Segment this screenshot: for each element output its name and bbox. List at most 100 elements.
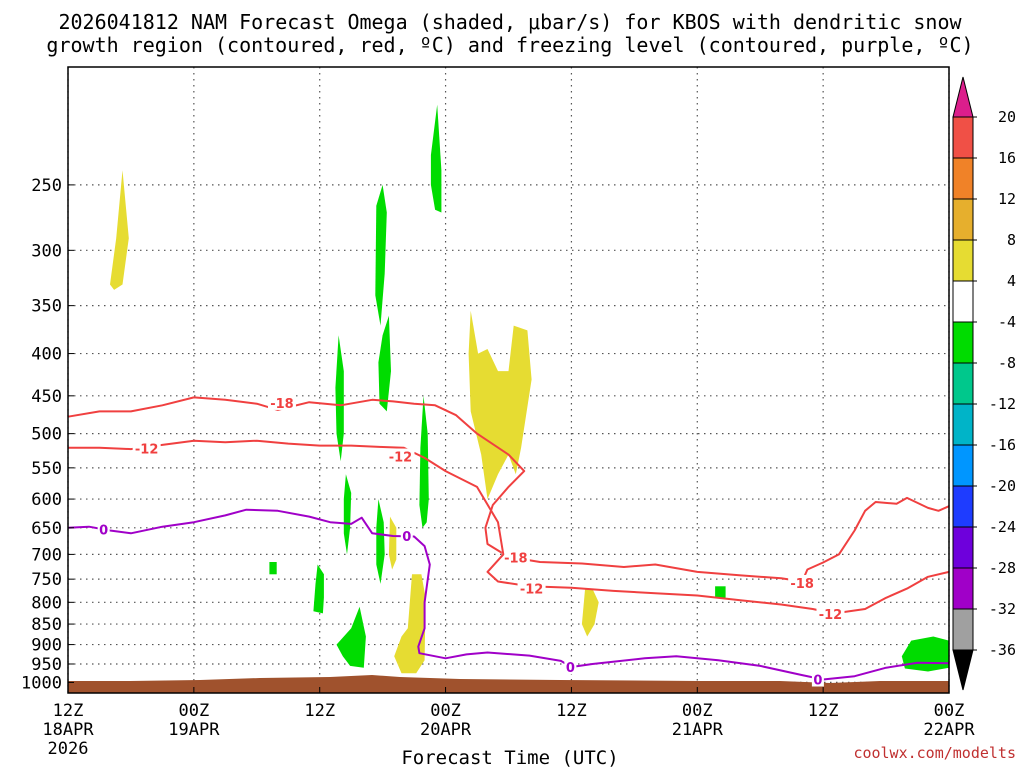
- contour-line: [67, 508, 950, 681]
- y-tick-label: 950: [31, 655, 62, 675]
- x-tick-time: 12Z: [556, 701, 587, 721]
- colorbar-bin: [952, 444, 974, 487]
- y-tick-label: 600: [31, 490, 62, 510]
- colorbar-label: -28: [989, 559, 1016, 577]
- x-tick-time: 00Z: [178, 701, 209, 721]
- omega-region-negative: [419, 395, 429, 528]
- contour-label: -18: [504, 551, 528, 566]
- contour-label: 0: [402, 530, 411, 545]
- contour-label-bg: [386, 448, 415, 464]
- contour-label-bg: [97, 521, 110, 537]
- y-tick-label: 250: [31, 176, 62, 196]
- colorbar-bottom-arrow: [952, 649, 974, 691]
- y-tick-label: 400: [31, 345, 62, 365]
- contour-label: -12: [520, 583, 544, 598]
- x-tick-time: 12Z: [808, 701, 839, 721]
- contour-label-bg: [788, 574, 817, 590]
- y-tick-label: 900: [31, 636, 62, 656]
- omega-region-negative: [313, 564, 324, 614]
- colorbar-bin: [952, 362, 974, 405]
- contour-label-bg: [564, 658, 577, 674]
- colorbar-label: -16: [989, 436, 1016, 454]
- contour-label: -18: [790, 577, 814, 592]
- contour-label-bg: [816, 605, 845, 621]
- contour-label: 0: [99, 523, 108, 538]
- colorbar-bin: [952, 608, 974, 651]
- y-axis: 2503003504004505005506006507007508008509…: [21, 176, 74, 693]
- x-tick-time: 12Z: [53, 701, 84, 721]
- y-tick-label: 300: [31, 241, 62, 261]
- contour-label: -12: [135, 442, 159, 457]
- colorbar-label: -24: [989, 518, 1016, 536]
- temperature-contours: -18 -18 -18 -12 -12 -12 -12 0 0 0 0: [67, 394, 950, 689]
- colorbar-top-arrow: [952, 76, 974, 118]
- y-tick-label: 450: [31, 387, 62, 407]
- colorbar-label: -12: [989, 395, 1016, 413]
- y-tick-label: 750: [31, 570, 62, 590]
- x-tick-time: 12Z: [304, 701, 335, 721]
- x-tick-time: 00Z: [430, 701, 461, 721]
- contour-label: -12: [819, 608, 843, 623]
- x-tick-time: 00Z: [934, 701, 965, 721]
- colorbar-label: 12: [998, 190, 1016, 208]
- y-tick-label: 350: [31, 297, 62, 317]
- x-tick-date: 19APR: [168, 720, 220, 740]
- omega-region-negative: [343, 474, 352, 555]
- colorbar-label: -4: [998, 313, 1016, 331]
- omega-region-positive: [468, 310, 532, 500]
- colorbar-bin: [952, 321, 974, 364]
- contour-label-bg: [517, 580, 546, 596]
- omega-region-negative: [715, 586, 726, 598]
- contour-label-bg: [811, 671, 824, 687]
- y-tick-label: 1000: [21, 673, 62, 693]
- y-tick-label: 550: [31, 459, 62, 479]
- colorbar-label: -20: [989, 477, 1016, 495]
- colorbar-label: -32: [989, 600, 1016, 618]
- x-tick-date: 20APR: [420, 720, 472, 740]
- contour-label: -12: [389, 451, 413, 466]
- colorbar-label: 16: [998, 149, 1016, 167]
- colorbar-bin: [952, 116, 974, 159]
- contour-label: 0: [566, 661, 575, 676]
- omega-region-negative: [336, 606, 366, 668]
- colorbar-label: 4: [1007, 272, 1016, 290]
- omega-region-negative: [378, 315, 391, 412]
- colorbar-bin: [952, 198, 974, 241]
- contour-label-bg: [267, 394, 296, 410]
- contour-label: -18: [270, 397, 294, 412]
- colorbar-bin: [952, 567, 974, 610]
- x-tick-year: 2026: [48, 739, 89, 759]
- omega-region-negative: [375, 184, 387, 326]
- contour-label-bg: [400, 527, 413, 543]
- x-tick-time: 00Z: [682, 701, 713, 721]
- y-tick-label: 500: [31, 425, 62, 445]
- credit-text: coolwx.com/modelts: [853, 744, 1016, 762]
- colorbar-bin: [952, 403, 974, 446]
- colorbar: 20 16 12 8 4 -4 -8 -12 -16 -20 -24 -28 -32 -36: [952, 76, 1016, 691]
- x-tick-date: 21APR: [672, 720, 724, 740]
- terrain-band: [68, 675, 949, 693]
- contour-label-bg: [132, 440, 161, 456]
- colorbar-label: 20: [998, 108, 1016, 126]
- contour-label: 0: [813, 674, 822, 689]
- omega-region-positive: [388, 516, 397, 570]
- plot-frame: [67, 66, 950, 694]
- colorbar-bin: [952, 280, 974, 323]
- colorbar-bin: [952, 157, 974, 200]
- colorbar-bin: [952, 485, 974, 528]
- colorbar-bin: [952, 526, 974, 569]
- y-tick-label: 650: [31, 519, 62, 539]
- y-tick-label: 700: [31, 545, 62, 565]
- x-tick-date: 22APR: [923, 720, 975, 740]
- colorbar-bin: [952, 239, 974, 282]
- contour-label-bg: [501, 549, 530, 565]
- omega-region-positive: [110, 170, 129, 290]
- omega-region-negative: [269, 562, 277, 575]
- x-tick-date: 18APR: [42, 720, 94, 740]
- y-tick-label: 850: [31, 615, 62, 635]
- colorbar-label: -8: [998, 354, 1016, 372]
- y-tick-label: 800: [31, 593, 62, 613]
- colorbar-label: 8: [1007, 231, 1016, 249]
